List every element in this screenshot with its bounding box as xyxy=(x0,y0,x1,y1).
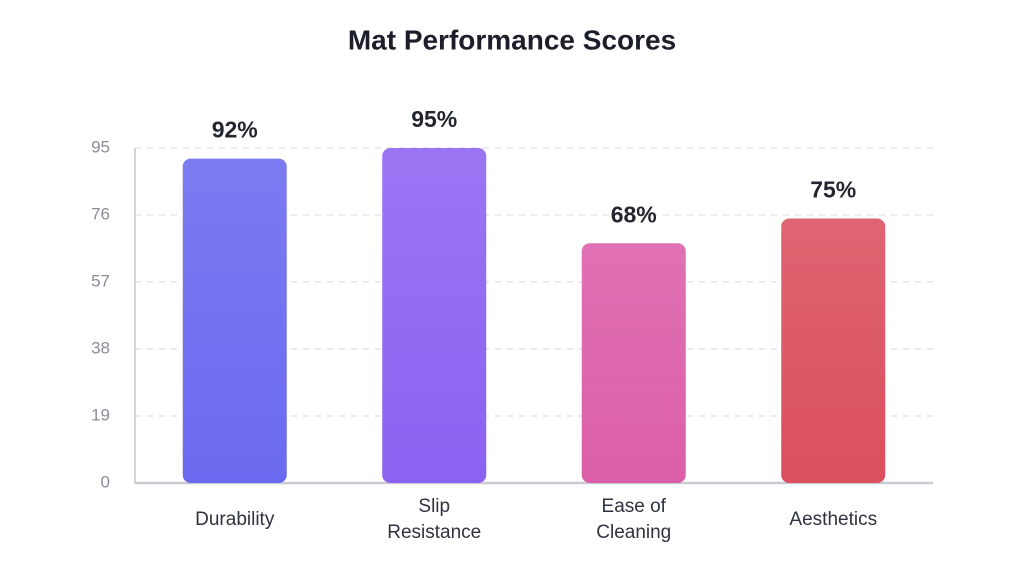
bar xyxy=(182,158,287,483)
bar xyxy=(581,243,686,483)
x-tick-label: Aesthetics xyxy=(789,509,878,530)
y-tick-label: 0 xyxy=(101,472,110,491)
bar xyxy=(781,218,886,484)
chart-title: Mat Performance Scores xyxy=(348,24,676,55)
x-tick-label: Ease of Cleaning xyxy=(596,496,672,543)
y-tick-label: 19 xyxy=(91,405,110,424)
y-tick-label: 57 xyxy=(91,271,110,290)
value-label: 75% xyxy=(810,177,856,203)
x-tick-label: Slip Resistance xyxy=(387,496,482,543)
value-label: 68% xyxy=(611,201,657,227)
bar xyxy=(382,148,487,483)
y-tick-label: 95 xyxy=(91,137,110,156)
value-label: 95% xyxy=(411,106,457,132)
value-label: 92% xyxy=(212,117,258,143)
y-tick-label: 76 xyxy=(91,204,110,223)
y-tick-label: 38 xyxy=(91,338,110,357)
x-tick-label: Durability xyxy=(195,509,275,530)
